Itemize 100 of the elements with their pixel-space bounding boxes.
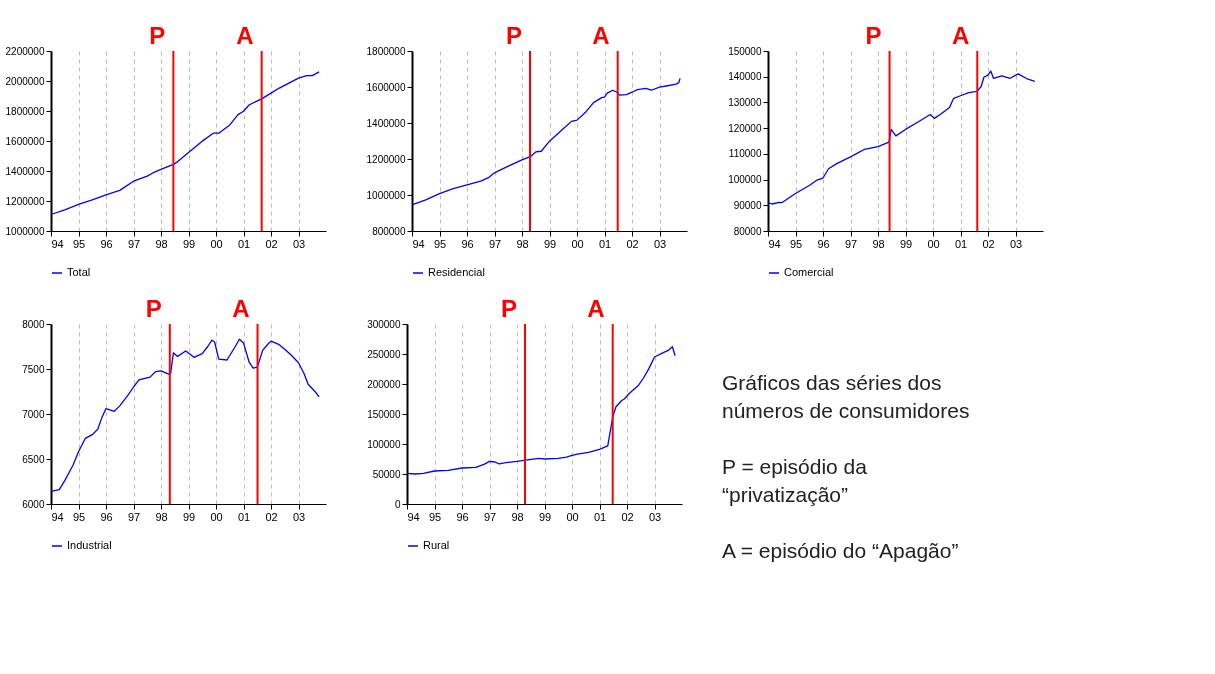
- x-tick-label: 98: [516, 237, 529, 250]
- y-tick-label: 200000: [367, 378, 401, 390]
- y-tick-label: 0: [394, 498, 401, 510]
- x-tick-label: 99: [543, 237, 557, 250]
- x-tick-label: 01: [954, 237, 968, 250]
- line-series: [50, 338, 320, 493]
- ref-line-label: A: [236, 22, 254, 49]
- y-tick-label: 140000: [728, 71, 762, 83]
- x-tick-label: 95: [72, 510, 86, 523]
- x-tick-label: 97: [488, 237, 502, 250]
- y-tick-label: 7000: [22, 408, 45, 420]
- legend-label: Residencial: [428, 266, 485, 278]
- x-tick-label: 94: [51, 510, 64, 523]
- y-tick-label: 50000: [372, 468, 401, 480]
- y-tick-label: 8000: [22, 318, 45, 330]
- x-tick-label: 03: [648, 510, 662, 523]
- y-tick-label: 6500: [22, 453, 45, 465]
- ref-line-label: P: [505, 22, 522, 49]
- y-tick-label: 1400000: [5, 165, 45, 177]
- x-tick-label: 01: [237, 510, 251, 523]
- x-tick-label: 00: [571, 237, 584, 250]
- x-tick-label: 95: [433, 237, 447, 250]
- ref-line-label: A: [951, 22, 970, 49]
- x-tick-label: 99: [182, 510, 196, 523]
- y-tick-label: 2000000: [5, 75, 45, 87]
- ref-line-label: P: [500, 295, 517, 322]
- legend-label: Total: [67, 266, 91, 278]
- y-tick-label: 110000: [728, 148, 762, 160]
- ref-line-label: A: [232, 295, 250, 322]
- x-tick-label: 99: [538, 510, 552, 523]
- y-tick-label: 1400000: [366, 117, 406, 129]
- x-tick-label: 99: [899, 237, 913, 250]
- x-tick-label: 03: [653, 237, 667, 250]
- x-tick-label: 98: [155, 237, 168, 250]
- x-tick-label: 00: [566, 510, 579, 523]
- y-tick-label: 800000: [372, 225, 406, 237]
- y-tick-label: 1800000: [5, 105, 45, 117]
- y-tick-label: 130000: [728, 96, 762, 108]
- x-tick-label: 02: [982, 237, 995, 250]
- x-tick-label: 01: [237, 237, 251, 250]
- y-tick-label: 120000: [728, 122, 762, 134]
- x-tick-label: 02: [621, 510, 634, 523]
- x-tick-label: 95: [72, 237, 86, 250]
- y-tick-label: 150000: [367, 408, 401, 420]
- y-tick-label: 1000000: [5, 225, 45, 237]
- x-tick-label: 02: [626, 237, 639, 250]
- x-tick-label: 94: [768, 237, 781, 250]
- x-tick-label: 01: [593, 510, 607, 523]
- y-tick-label: 100000: [728, 174, 762, 186]
- x-tick-label: 98: [511, 510, 524, 523]
- x-tick-label: 03: [1009, 237, 1023, 250]
- ref-line-label: P: [865, 22, 882, 49]
- x-tick-label: 97: [127, 510, 141, 523]
- x-tick-label: 00: [210, 510, 223, 523]
- x-tick-label: 03: [292, 237, 306, 250]
- x-tick-label: 02: [265, 510, 278, 523]
- x-tick-label: 01: [598, 237, 612, 250]
- text: Gráficos das séries dos números de consumidores: [722, 371, 970, 422]
- x-tick-label: 97: [483, 510, 497, 523]
- y-tick-label: 250000: [367, 348, 401, 360]
- x-tick-label: 02: [265, 237, 278, 250]
- ref-line-label: P: [145, 295, 162, 322]
- line-series: [411, 77, 681, 206]
- x-tick-label: 97: [844, 237, 858, 250]
- x-tick-label: 98: [155, 510, 168, 523]
- x-tick-label: 95: [789, 237, 803, 250]
- y-tick-label: 1600000: [5, 135, 45, 147]
- x-tick-label: 97: [127, 237, 141, 250]
- y-tick-label: 1800000: [366, 45, 406, 57]
- y-tick-label: 150000: [728, 45, 762, 57]
- legend-label: Comercial: [784, 266, 834, 278]
- y-tick-label: 80000: [733, 225, 762, 237]
- x-tick-label: 94: [407, 510, 420, 523]
- x-tick-label: 96: [100, 510, 113, 523]
- ref-line-label: A: [587, 295, 605, 322]
- y-tick-label: 7500: [22, 363, 45, 375]
- text: A = episódio do “Apagão”: [722, 539, 959, 562]
- y-tick-label: 90000: [733, 199, 762, 211]
- y-tick-label: 1600000: [366, 81, 406, 93]
- text: P = episódio da “privatização”: [722, 455, 868, 506]
- line-series: [406, 346, 676, 475]
- line-series: [767, 70, 1036, 205]
- legend-label: Industrial: [67, 539, 112, 551]
- x-tick-label: 99: [182, 237, 196, 250]
- y-tick-label: 2200000: [5, 45, 45, 57]
- x-tick-label: 96: [817, 237, 830, 250]
- x-tick-label: 96: [100, 237, 113, 250]
- line-series: [50, 71, 320, 216]
- x-tick-label: 94: [51, 237, 64, 250]
- y-tick-label: 300000: [367, 318, 401, 330]
- x-tick-label: 98: [872, 237, 885, 250]
- x-tick-label: 94: [412, 237, 425, 250]
- x-tick-label: 00: [927, 237, 940, 250]
- y-tick-label: 100000: [367, 438, 401, 450]
- y-tick-label: 1200000: [366, 153, 406, 165]
- x-tick-label: 00: [210, 237, 223, 250]
- ref-line-label: P: [149, 22, 166, 49]
- x-tick-label: 95: [428, 510, 442, 523]
- x-tick-label: 03: [292, 510, 306, 523]
- legend-label: Rural: [423, 539, 450, 551]
